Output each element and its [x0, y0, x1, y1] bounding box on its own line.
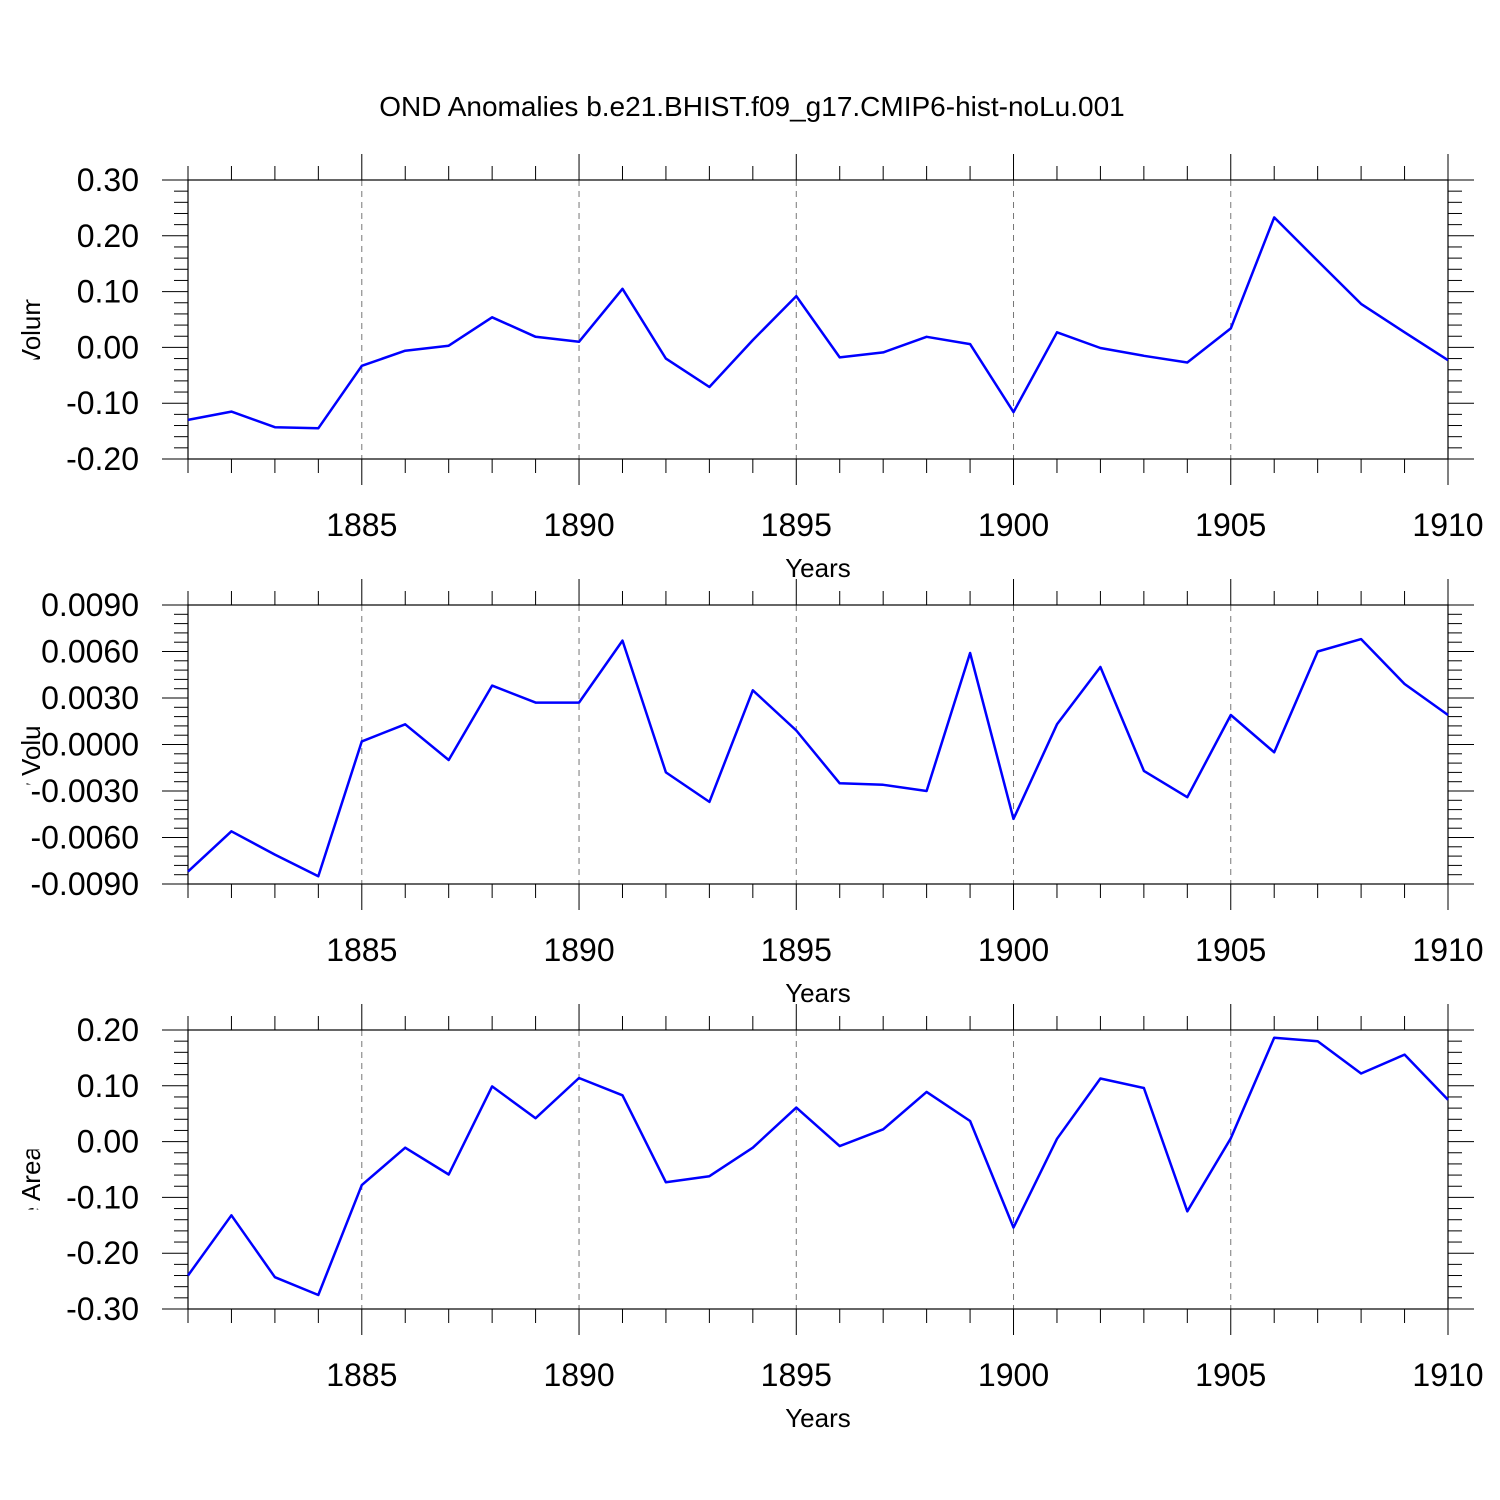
x-axis-label: Years — [785, 1403, 851, 1433]
x-tick-label: 1905 — [1195, 1357, 1266, 1393]
y-label-unit-exponent: 3 — [15, 596, 34, 605]
y-label-exponent: 13 — [15, 634, 34, 653]
data-line — [186, 1036, 1449, 1297]
x-tick-label: 1885 — [326, 507, 397, 543]
x-tick-label: 1905 — [1195, 507, 1266, 543]
y-label-unit: m — [16, 196, 46, 225]
y-label-unit-exponent: 2 — [15, 1053, 34, 1062]
x-axis-label: Years — [785, 553, 851, 583]
chart-title: OND Anomalies b.e21.BHIST.f09_g17.CMIP6-… — [379, 91, 1125, 122]
plot-frame — [187, 604, 1449, 885]
x-tick-label: 1900 — [978, 507, 1049, 543]
y-tick-label: 0.20 — [77, 1012, 139, 1048]
x-tick-label: 1910 — [1412, 1357, 1483, 1393]
y-label-main: Sib Snow Volume 10 — [16, 653, 46, 893]
y-tick-label: -0.30 — [66, 1291, 139, 1327]
x-tick-label: 1910 — [1412, 932, 1483, 968]
y-tick-label: 0.00 — [77, 329, 139, 365]
panel-2: -0.0090 -0.0060 -0.0030 0.0000 0.0030 0.0060 0… — [15, 579, 1484, 1008]
x-tick-label: 1910 — [1412, 507, 1483, 543]
y-tick-label: -0.0090 — [30, 866, 139, 902]
y-tick-label: -0.10 — [66, 385, 139, 421]
x-tick-label: 1895 — [761, 1357, 832, 1393]
y-tick-label: 0.0000 — [41, 727, 139, 763]
y-tick-label: 0.30 — [77, 162, 139, 198]
y-tick-label: 0.0060 — [41, 634, 139, 670]
y-tick-label: 0.20 — [77, 218, 139, 254]
x-tick-label: 1895 — [761, 507, 832, 543]
y-axis-label: Sib Snow Volume 1013 m3 — [15, 596, 46, 893]
x-tick-label: 1905 — [1195, 932, 1266, 968]
y-tick-label: -0.20 — [66, 441, 139, 477]
x-tick-label: 1885 — [326, 932, 397, 968]
plot-frame — [187, 1029, 1449, 1310]
y-label-main: Sib Ice Area 10 — [16, 1110, 46, 1286]
y-tick-label: -0.10 — [66, 1179, 139, 1215]
panel-3: -0.30 -0.20 -0.10 0.00 0.10 0.20 1885 1890 1895 1… — [15, 1004, 1484, 1433]
y-tick-label: 0.10 — [77, 274, 139, 310]
x-tick-label: 1900 — [978, 1357, 1049, 1393]
y-label-unit: m — [16, 1062, 46, 1091]
plot-frame — [187, 179, 1449, 460]
x-tick-label: 1890 — [543, 1357, 614, 1393]
y-axis-label: Sib Ice Area 1012 m2 — [15, 1053, 46, 1287]
y-tick-label: 0.0090 — [41, 587, 139, 623]
x-tick-label: 1890 — [543, 507, 614, 543]
panel-1: -0.20 -0.10 0.00 0.10 0.20 0.30 1885 1890 1895 19… — [15, 154, 1484, 583]
y-tick-label: -0.0030 — [30, 773, 139, 809]
y-label-exponent: 13 — [15, 224, 34, 243]
y-tick-label: -0.20 — [66, 1235, 139, 1271]
x-tick-label: 1890 — [543, 932, 614, 968]
y-tick-label: 0.00 — [77, 1124, 139, 1160]
y-tick-label: -0.0060 — [30, 820, 139, 856]
y-axis-label: Sib Ice Volume 1013 m3 — [15, 186, 46, 453]
y-tick-label: 0.10 — [77, 1068, 139, 1104]
y-tick-label: 0.0030 — [41, 680, 139, 716]
data-line — [187, 637, 1449, 878]
x-tick-label: 1885 — [326, 1357, 397, 1393]
y-label-main: Sib Ice Volume 10 — [16, 243, 46, 453]
x-axis-label: Years — [785, 978, 851, 1008]
x-tick-label: 1895 — [761, 932, 832, 968]
y-label-exponent: 12 — [15, 1091, 34, 1110]
data-line — [187, 216, 1449, 430]
y-label-unit-exponent: 3 — [15, 186, 34, 195]
x-tick-label: 1900 — [978, 932, 1049, 968]
